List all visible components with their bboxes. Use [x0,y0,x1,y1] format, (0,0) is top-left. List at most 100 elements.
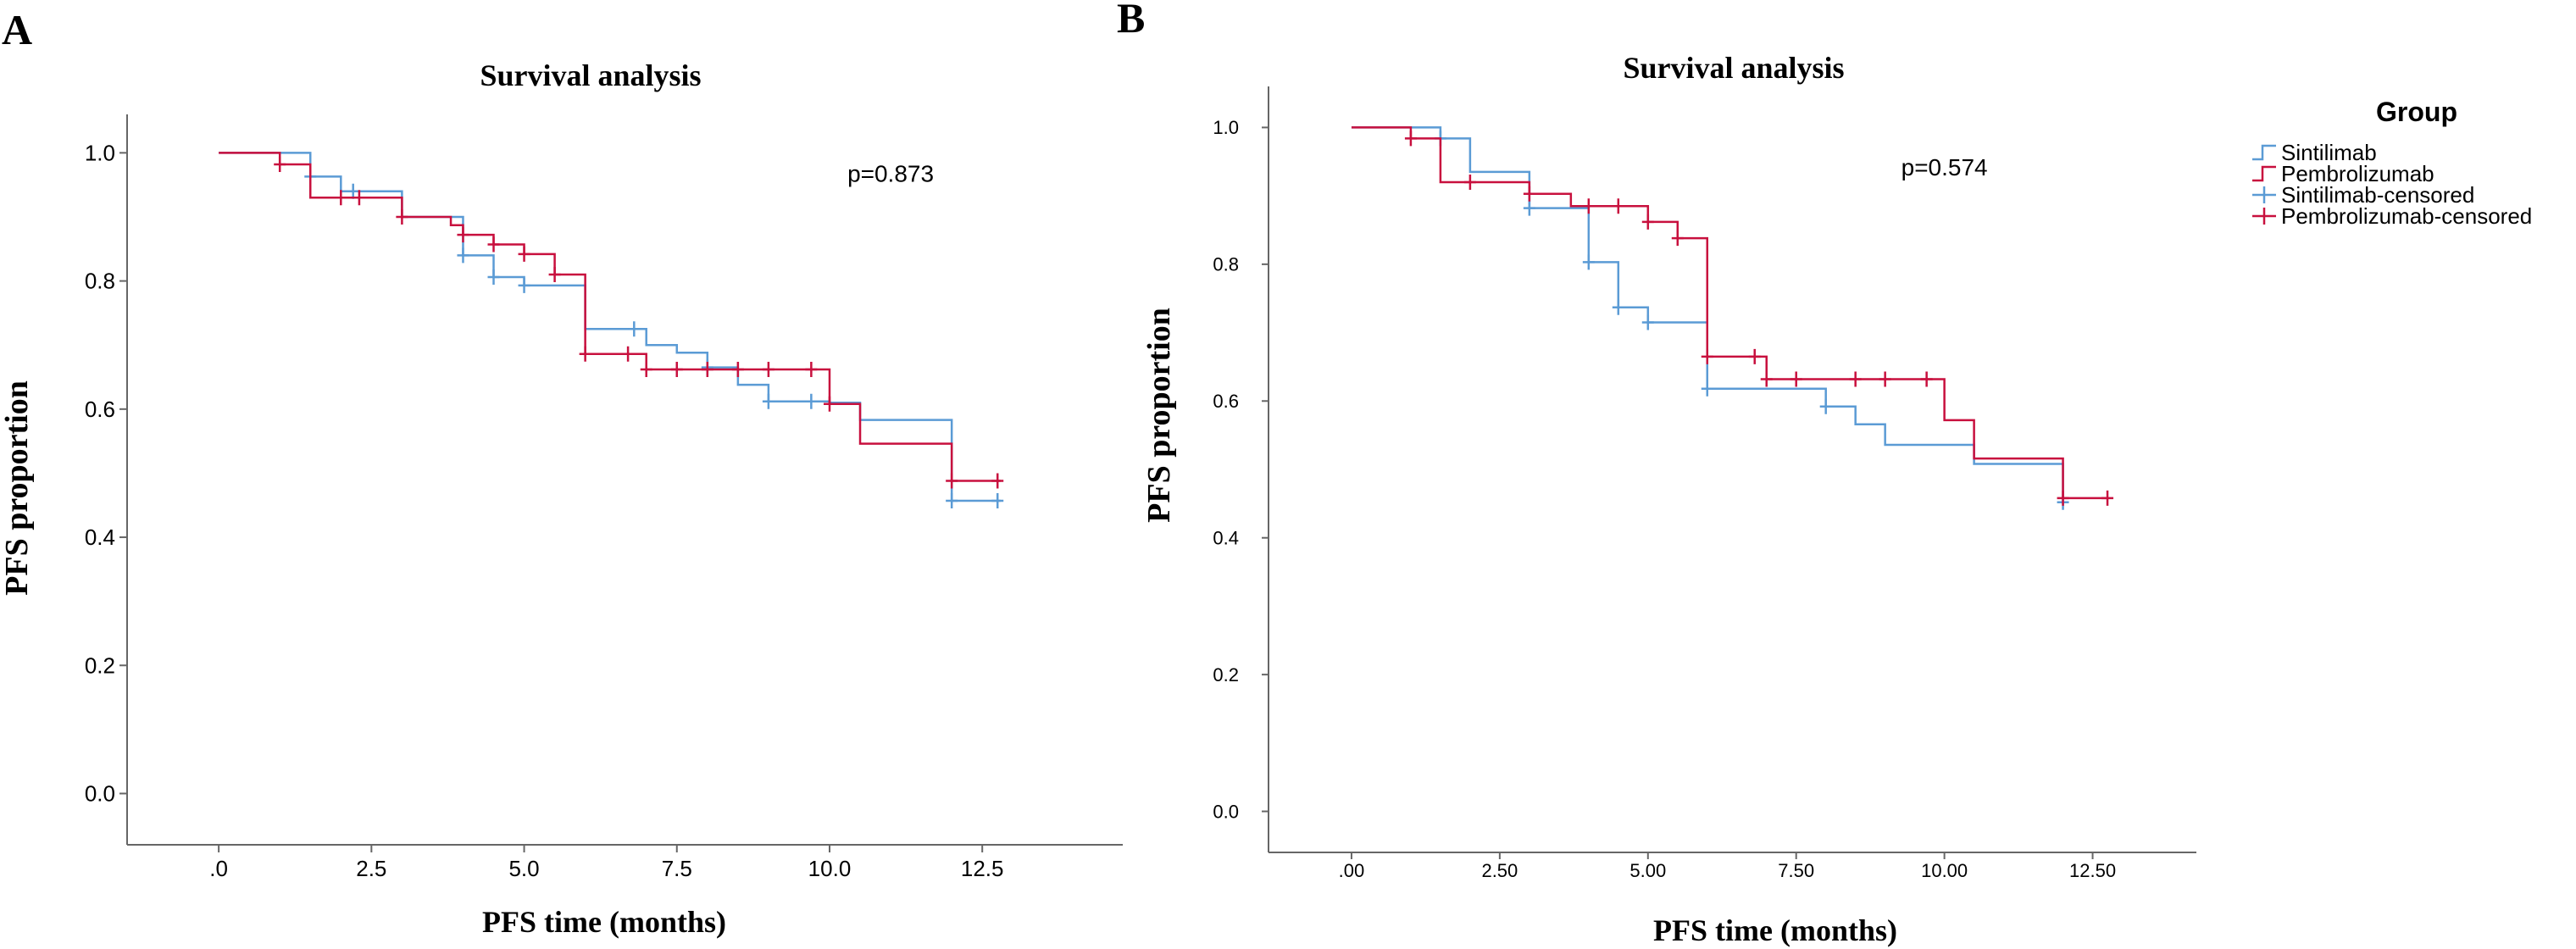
legend-swatch-sintilimab-censored [2252,186,2276,203]
panel-a-pembrolizumab-censor-mark [946,473,958,489]
panel-b-series [1351,126,2114,510]
panel-b-pembrolizumab-censor-mark [1641,214,1654,230]
panel-a-p-value: p=0.873 [847,160,934,186]
panel-b-pembrolizumab-censor-mark [1790,371,1802,387]
panel-b-pembrolizumab-censor-mark [1760,371,1773,387]
panel-a-pembrolizumab-censor-mark [487,236,500,253]
panel-b-pembrolizumab-curve [1351,126,2108,500]
panel-a-x-axis-label: PFS time (months) [482,905,726,939]
panel-b-y-tick-label: 0.2 [1213,664,1239,685]
panel-b-sintilimab-censor-mark [1701,380,1713,397]
panel-b-sintilimab-censor-mark [1612,299,1624,315]
panel-a-sintilimab-censor-mark [991,492,1004,508]
legend: Group SintilimabPembrolizumabSintilimab-… [2252,97,2532,229]
panel-a-pembrolizumab-censor-mark [640,361,652,377]
panel-a-y-tick-label: 0.6 [85,397,115,422]
panel-a-sintilimab-censor-mark [762,393,774,409]
panel-a-pembrolizumab-censor-mark [805,361,818,377]
legend-items: SintilimabPembrolizumabSintilimab-censor… [2252,140,2532,229]
panel-b-x-tick-label: 10.00 [1921,860,1968,881]
panel-b-y-tick-label: 1.0 [1213,117,1239,138]
panel-b-y-tick-label: 0.8 [1213,254,1239,275]
panel-a-y-tick-label: 1.0 [85,140,115,165]
panel-a-pembrolizumab-censor-mark [731,361,744,377]
panel-a-pembrolizumab-curve [219,152,1001,482]
panel-b-y-tick-label: 0.4 [1213,527,1239,548]
panel-b-pembrolizumab-censor-mark [1748,348,1761,364]
panel-b-sintilimab-censor-mark [1641,314,1654,330]
legend-label-sintilimab-censored: Sintilimab-censored [2281,182,2474,208]
panel-b-pembrolizumab-censor-mark [1463,175,1476,190]
panel-a-y-tick-label: 0.2 [85,652,115,678]
panel-a-x-tick-label: 5.0 [508,856,539,881]
panel-a-sintilimab-censor-mark [518,277,530,293]
panel-b-pembrolizumab-censor-mark [2057,490,2069,506]
panel-b-x-tick-label: .00 [1339,860,1365,881]
panel-a-pembrolizumab-censor-mark [396,208,408,225]
panel-a-title: Survival analysis [480,58,701,92]
panel-b-sintilimab-censor-mark [1582,254,1595,270]
panel-b: B Survival analysis PFS proportion PFS t… [1117,0,2196,947]
panel-a-x-tick-label: 2.5 [356,856,386,881]
panel-a-series [219,152,1004,508]
panel-b-axes [1268,86,2196,853]
panel-b-y-axis-label: PFS proportion [1141,308,1177,523]
panel-b-y-tick-label: 0.0 [1213,801,1239,822]
panel-a-y-tick-label: 0.4 [85,524,115,550]
panel-b-x-tick-label: 2.50 [1481,860,1518,881]
panel-a-sintilimab-censor-mark [946,492,958,508]
panel-b-x-tick-label: 7.50 [1778,860,1814,881]
panel-a-x-tick-label: 10.0 [808,856,852,881]
legend-label-pembrolizumab-censored: Pembrolizumab-censored [2281,203,2532,229]
panel-b-x-ticks: .00 2.50 5.00 7.50 10.00 12.50 [1339,852,2116,881]
panel-b-pembrolizumab-censor-mark [1582,198,1595,214]
panel-a-pembrolizumab-censor-mark [518,246,530,262]
panel-b-pembrolizumab-censor-mark [1671,230,1684,247]
panel-b-pembrolizumab-censor-mark [1879,371,1891,387]
legend-swatch-pembrolizumab [2252,165,2276,182]
legend-swatch-sintilimab [2252,144,2276,161]
panel-a-pembrolizumab-censor-mark [353,190,365,206]
panel-a-x-tick-label: 12.5 [961,856,1004,881]
panel-b-pembrolizumab-censor-mark [1701,348,1713,364]
panel-b-pembrolizumab-censor-mark [1920,371,1933,387]
panel-a-pembrolizumab-censor-mark [548,267,561,283]
panel-a-pembrolizumab-censor-mark [762,361,774,377]
panel-a-pembrolizumab-censor-mark [457,227,469,243]
legend-swatch-pembrolizumab-censored [2252,208,2276,225]
panel-a-pembrolizumab-censor-mark [991,473,1004,489]
panel-a-y-tick-label: 0.8 [85,269,115,294]
panel-a-pembrolizumab-censor-mark [579,346,591,362]
panel-b-x-axis-label: PFS time (months) [1653,913,1897,947]
panel-a-pembrolizumab-censor-mark [335,190,347,206]
panel-a-pembrolizumab-censor-mark [274,156,286,172]
panel-a-pembrolizumab-censor-mark [701,361,713,377]
legend-title: Group [2376,97,2457,127]
panel-b-y-tick-label: 0.6 [1213,391,1239,412]
panel-a-sintilimab-censor-mark [487,269,500,286]
panel-b-pembrolizumab-censor-mark [1523,186,1535,202]
panel-b-p-value: p=0.574 [1901,154,1988,180]
panel-a-y-axis-label: PFS proportion [0,380,35,596]
panel-b-title: Survival analysis [1623,51,1844,85]
panel-a-sintilimab-censor-mark [628,321,641,337]
panel-b-label: B [1117,0,1145,42]
panel-b-pembrolizumab-censor-mark [1612,198,1624,214]
panel-b-pembrolizumab-censor-mark [1849,371,1862,387]
panel-a-sintilimab-censor-mark [457,247,469,264]
panel-a-x-ticks: .0 2.5 5.0 7.5 10.0 12.5 [209,845,1004,881]
panel-b-sintilimab-censor-mark [1523,200,1535,216]
panel-a-y-tick-label: 0.0 [85,781,115,807]
panel-a-y-ticks: 0.0 0.2 0.4 0.6 0.8 1.0 [85,140,127,807]
legend-label-sintilimab: Sintilimab [2281,140,2377,165]
panel-b-x-tick-label: 12.50 [2069,860,2116,881]
panel-a-sintilimab-censor-mark [805,393,818,409]
panel-a-x-tick-label: 7.5 [662,856,692,881]
panel-a-x-tick-label: .0 [209,856,228,881]
panel-b-y-ticks: 0.0 0.2 0.4 0.6 0.8 1.0 [1213,117,1269,822]
panel-a-label: A [2,6,32,53]
panel-a-pembrolizumab-censor-mark [622,346,635,362]
panel-a-sintilimab-censor-mark [347,183,359,199]
panel-a-pembrolizumab-censor-mark [823,396,836,412]
